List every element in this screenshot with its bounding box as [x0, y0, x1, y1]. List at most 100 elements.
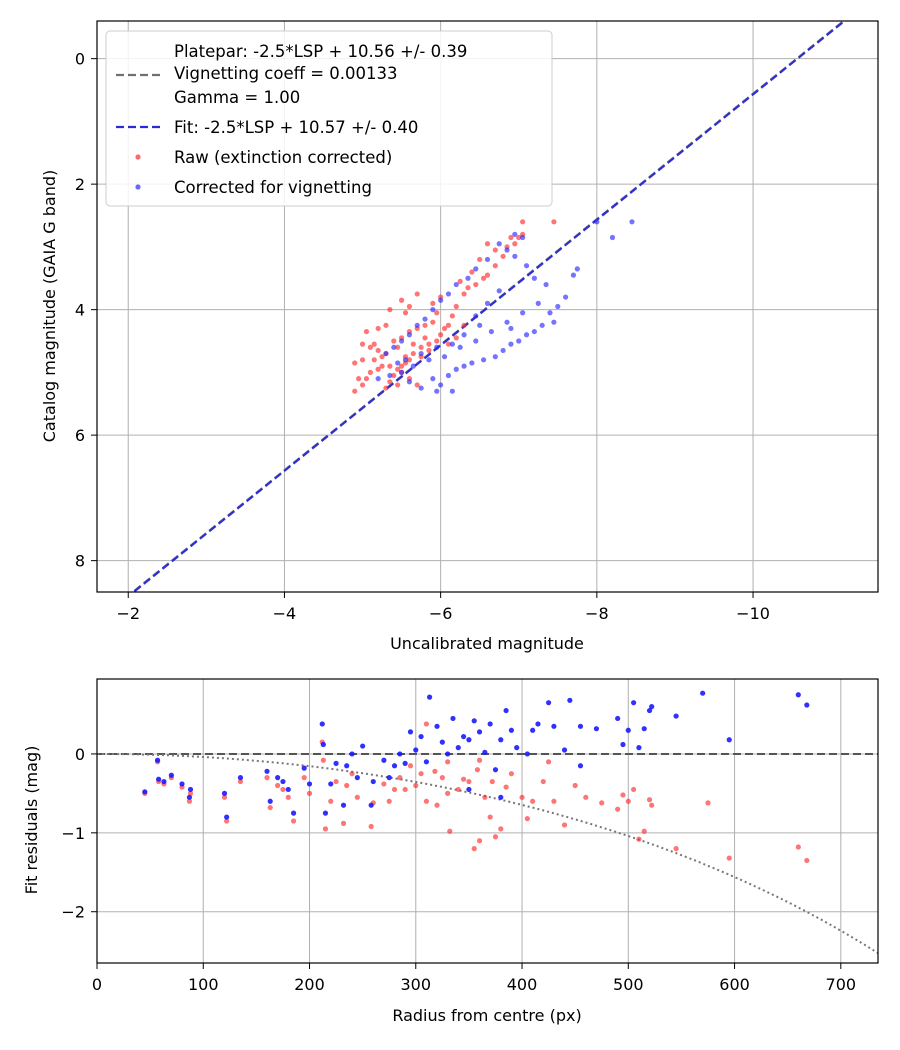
bottom-y-tick-label: −2	[61, 903, 85, 922]
corrected-point	[398, 369, 405, 375]
corrected-residual-point	[482, 749, 488, 755]
corrected-point	[438, 382, 444, 388]
corrected-point	[398, 338, 405, 344]
corrected-point	[551, 319, 557, 325]
corrected-residual-point	[577, 763, 584, 769]
corrected-point	[414, 322, 420, 328]
corrected-residual-point	[370, 778, 376, 785]
raw-point	[434, 338, 440, 344]
corrected-residual-point	[156, 776, 162, 782]
bottom-chart: 0 100 200 300 400 500 600 700 −2 −1 0 Radius from…	[22, 678, 879, 1025]
corrected-residual-point	[319, 721, 325, 727]
corrected-point	[449, 388, 455, 394]
raw-residual-point	[636, 836, 642, 842]
top-x-tick-label: −4	[273, 604, 297, 623]
corrected-point	[434, 344, 440, 350]
vignetting-model-curve	[97, 752, 878, 955]
bottom-x-tick-label: 500	[613, 975, 644, 994]
raw-residual-point	[407, 763, 414, 769]
raw-residual-point	[508, 771, 515, 777]
raw-point	[457, 278, 463, 285]
corrected-residual-point	[439, 739, 445, 745]
raw-residual-point	[551, 798, 557, 804]
raw-point	[398, 363, 405, 369]
top-y-axis-label: Catalog magnitude (GAIA G band)	[40, 170, 59, 442]
bottom-reference-lines	[97, 752, 878, 955]
corrected-point	[539, 322, 545, 328]
raw-residual-point	[221, 794, 228, 800]
corrected-residual-point	[455, 745, 461, 751]
raw-residual-point	[320, 757, 326, 763]
legend-platepar-line3: Gamma = 1.00	[174, 88, 300, 107]
corrected-residual-point	[349, 751, 355, 757]
raw-residual-point	[237, 778, 244, 785]
bottom-x-axis-label: Radius from centre (px)	[392, 1006, 581, 1025]
raw-point	[426, 347, 432, 354]
raw-point	[391, 372, 397, 379]
raw-residual-point	[649, 802, 655, 808]
corrected-point	[531, 275, 537, 281]
corrected-point	[453, 366, 459, 372]
corrected-residual-point	[381, 757, 387, 763]
corrected-point	[488, 328, 495, 335]
raw-residual-point	[418, 771, 424, 777]
corrected-residual-point	[466, 737, 472, 743]
raw-residual-point	[631, 786, 637, 793]
corrected-residual-point	[567, 697, 573, 703]
corrected-residual-point	[795, 692, 801, 698]
bottom-y-ticks: −2 −1 0	[61, 745, 97, 922]
corrected-residual-point	[615, 715, 621, 722]
corrected-point	[520, 310, 526, 316]
corrected-point	[594, 219, 600, 225]
bottom-x-tick-label: 100	[188, 975, 219, 994]
raw-residual-point	[267, 804, 273, 811]
raw-point	[356, 376, 362, 382]
raw-residual-point	[447, 828, 453, 834]
bottom-x-tick-label: 300	[401, 975, 432, 994]
raw-point	[445, 341, 452, 347]
corrected-point	[523, 332, 530, 338]
corrected-residual-point	[514, 745, 520, 751]
corrected-residual-point	[524, 751, 530, 757]
raw-residual-point	[328, 798, 334, 804]
corrected-residual-point	[545, 700, 552, 706]
corrected-residual-point	[423, 759, 430, 765]
top-y-tick-label: 8	[75, 552, 85, 571]
bottom-x-tick-label: 0	[92, 975, 102, 994]
raw-residual-point	[391, 786, 398, 793]
corrected-residual-point	[498, 737, 504, 743]
corrected-point	[383, 350, 389, 357]
corrected-residual-point	[625, 727, 631, 733]
corrected-point	[430, 307, 436, 313]
raw-residual-point	[301, 775, 307, 781]
raw-point	[461, 291, 467, 297]
raw-point	[387, 363, 393, 369]
raw-point	[480, 275, 487, 281]
raw-residual-point	[540, 778, 546, 785]
raw-point	[418, 344, 424, 350]
bottom-plot-frame	[96, 678, 879, 964]
raw-residual-point	[476, 838, 483, 844]
corrected-point	[406, 332, 412, 338]
corrected-point	[484, 300, 491, 306]
raw-residual-point	[432, 768, 438, 774]
raw-residual-point	[561, 822, 568, 828]
raw-point	[449, 313, 455, 319]
raw-residual-point	[423, 798, 430, 804]
raw-residual-point	[615, 806, 621, 812]
corrected-residual-point	[368, 802, 374, 808]
raw-residual-point	[445, 790, 451, 796]
raw-residual-point	[349, 771, 355, 777]
raw-residual-point	[434, 802, 440, 808]
raw-residual-point	[471, 846, 477, 852]
corrected-point	[422, 316, 428, 322]
raw-point	[410, 341, 416, 347]
corrected-point	[508, 325, 514, 332]
raw-point	[363, 376, 370, 382]
raw-residual-point	[439, 775, 445, 781]
raw-residual-point	[187, 790, 194, 796]
top-y-tick-label: 2	[75, 175, 85, 194]
bottom-x-tick-label: 400	[507, 975, 538, 994]
raw-residual-point	[519, 794, 525, 800]
